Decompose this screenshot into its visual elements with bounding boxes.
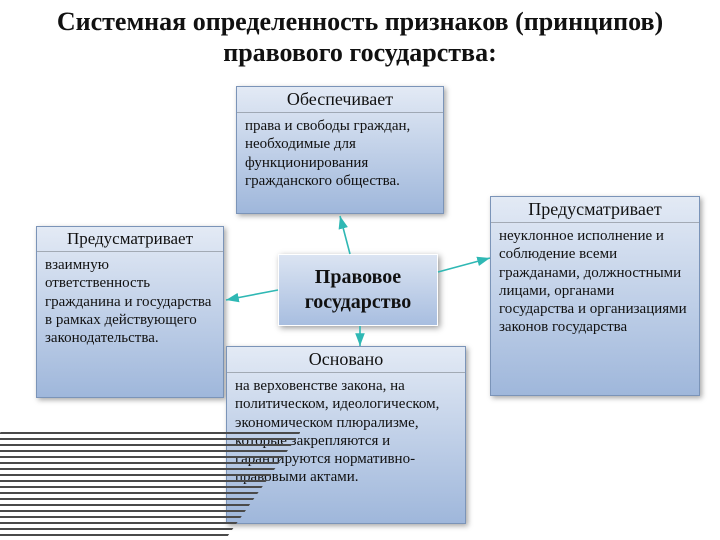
node-bottom-header: Основано [227,347,465,373]
node-top-header: Обеспечивает [237,87,443,113]
arrow-center-left [226,290,278,300]
node-left-header: Предусматривает [37,227,223,252]
node-left: Предусматриваетвзаимную ответственность … [36,226,224,398]
node-right-body: неуклонное исполнение и соблюдение всеми… [491,223,699,343]
node-top-body: права и свободы граждан, необходимые для… [237,113,443,196]
node-right: Предусматриваетнеуклонное исполнение и с… [490,196,700,396]
node-right-header: Предусматривает [491,197,699,223]
node-top: Обеспечивает права и свободы граждан, не… [236,86,444,214]
arrow-center-top [340,216,350,254]
center-node: Правовоегосударство [278,254,438,326]
page-title: Системная определенность признаков (прин… [0,6,720,68]
arrow-center-right [438,258,490,272]
node-left-body: взаимную ответственность гражданина и го… [37,252,223,353]
